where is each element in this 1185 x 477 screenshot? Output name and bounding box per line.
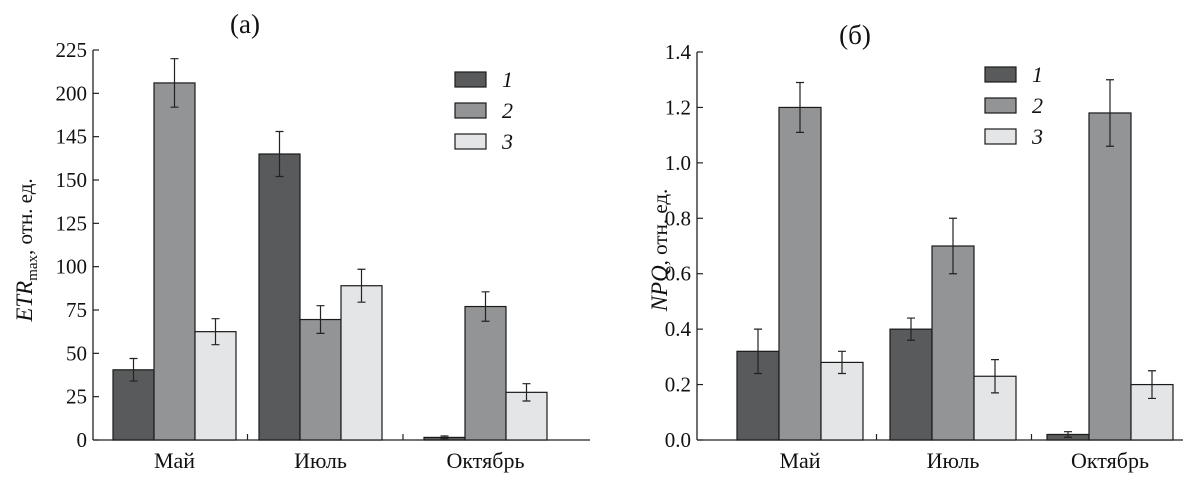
legend-label-1: 1	[502, 67, 513, 92]
chart-title: (а)	[230, 9, 260, 39]
chart-panel-a: (а) ETRmax, отн. ед. 0 25 50 75 100 125 150 145 20…	[12, 9, 590, 473]
bar-Июль-series-1	[889, 328, 933, 441]
bar-Октябрь-series-2	[464, 305, 507, 441]
y-tick-label: 25	[66, 385, 87, 409]
legend-swatch-3	[984, 128, 1017, 145]
y-tick-label: 0.0	[665, 428, 691, 452]
y-tick-label: 0.6	[665, 262, 691, 286]
y-tick-label: 0.2	[665, 373, 691, 397]
error-bar-Июль-series-1	[907, 317, 915, 341]
x-tick-label: Октябрь	[447, 448, 525, 473]
error-bar-Июль-series-3	[991, 359, 999, 394]
legend-label-2: 2	[1032, 93, 1043, 118]
y-axis-label: NPQ, отн. ед.	[647, 189, 672, 313]
bar-Октябрь-series-2	[1088, 112, 1132, 441]
bar-Май-series-3	[194, 331, 237, 441]
bar-Май-series-2	[778, 106, 822, 441]
x-tick-label: Май	[154, 448, 195, 473]
error-bar-Июль-series-1	[275, 130, 284, 178]
y-tick-label: 1.4	[665, 40, 692, 64]
error-bar-Июль-series-2	[949, 217, 957, 275]
y-tick-label: 75	[66, 298, 87, 322]
y-tick-label: 0.4	[665, 317, 692, 341]
error-bar-Октябрь-series-1	[440, 435, 449, 440]
y-tick-label: 150	[56, 168, 88, 192]
error-bar-Июль-series-2	[316, 305, 325, 334]
bar-Май-series-3	[820, 361, 864, 441]
bar-Июль-series-1	[258, 153, 301, 441]
error-bar-Июль-series-3	[357, 268, 366, 303]
y-tick-label: 0.8	[665, 206, 691, 230]
chart-panel-b: (б) NPQ, отн. ед. 0.0 0.2 0.4 0.6 0.8 1.0 1.2 1.4…	[647, 20, 1183, 473]
error-bar-Октябрь-series-3	[1148, 370, 1156, 400]
legend-swatch-3	[454, 133, 487, 150]
legend-swatch-2	[984, 97, 1017, 114]
error-bar-Май-series-1	[129, 357, 138, 382]
x-tick-label: Май	[779, 448, 820, 473]
error-bar-Май-series-2	[170, 58, 179, 108]
error-bar-Май-series-2	[796, 81, 804, 133]
chart-title: (б)	[839, 20, 871, 50]
y-tick-label: 200	[56, 81, 88, 105]
bar-Июль-series-2	[931, 245, 975, 441]
legend-swatch-1	[984, 66, 1017, 83]
error-bar-Май-series-3	[838, 350, 846, 375]
legend: 1 2 3	[454, 67, 513, 154]
y-tick-label: 50	[66, 341, 87, 365]
bar-Июль-series-2	[299, 318, 342, 441]
x-tick-label: Июль	[927, 448, 980, 473]
legend-swatch-1	[454, 71, 487, 88]
bar-Май-series-2	[153, 82, 196, 441]
error-bar-Октябрь-series-2	[1106, 79, 1114, 147]
error-bar-Май-series-3	[211, 318, 220, 346]
legend-label-3: 3	[501, 129, 513, 154]
error-bar-Октябрь-series-1	[1064, 431, 1072, 438]
legend-label-1: 1	[1032, 62, 1043, 87]
error-bar-Май-series-1	[754, 328, 762, 375]
legend-swatch-2	[454, 102, 487, 119]
legend-label-2: 2	[502, 98, 513, 123]
y-tick-label: 0	[77, 428, 88, 452]
legend: 1 2 3	[984, 62, 1043, 149]
legend-label-3: 3	[1031, 124, 1043, 149]
y-tick-label: 225	[56, 38, 88, 62]
y-tick-label: 145	[56, 125, 88, 149]
y-tick-label: 1.0	[665, 151, 691, 175]
x-tick-label: Октябрь	[1071, 448, 1149, 473]
bar-Июль-series-3	[340, 285, 383, 441]
error-bar-Октябрь-series-2	[481, 291, 490, 322]
y-tick-label: 100	[56, 255, 88, 279]
y-tick-label: 1.2	[665, 95, 691, 119]
y-axis-label: ETRmax, отн. ед.	[12, 178, 41, 322]
error-bar-Октябрь-series-3	[522, 383, 531, 402]
y-tick-label: 125	[56, 211, 88, 235]
x-tick-label: Июль	[294, 448, 347, 473]
